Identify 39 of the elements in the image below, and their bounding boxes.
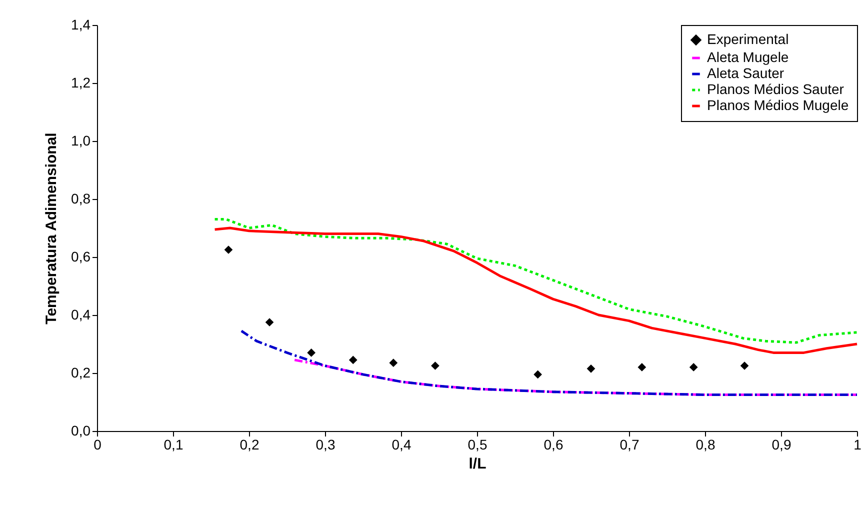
x-tick-label: 0: [94, 436, 102, 452]
point: [638, 363, 646, 372]
point: [224, 246, 233, 254]
y-axis-title: Temperatura Adimensional: [43, 132, 60, 324]
x-tick-label: 0,4: [392, 436, 412, 452]
point: [534, 370, 542, 379]
x-tick-label: 0,1: [164, 436, 184, 452]
x-tick-label: 0,3: [316, 436, 336, 452]
x-tick-label: 0,2: [240, 436, 260, 452]
point: [740, 362, 749, 370]
x-tick-label: 0,7: [620, 436, 640, 452]
x-tick-label: 1: [854, 436, 862, 452]
line-series: [293, 358, 858, 396]
legend-label: Aleta Sauter: [707, 65, 784, 81]
legend-label: Planos Médios Mugele: [707, 97, 849, 113]
x-tick-label: 0,9: [772, 436, 792, 452]
point: [389, 358, 398, 368]
y-tick-label: 0,2: [71, 364, 91, 380]
line-series: [240, 330, 858, 396]
x-tick-label: 0,5: [468, 436, 488, 452]
point: [586, 364, 596, 373]
point: [307, 348, 316, 357]
x-axis-title: l/L: [468, 456, 486, 472]
y-tick-label: 0,0: [71, 422, 91, 438]
y-tick-label: 0,4: [71, 306, 91, 322]
point: [431, 362, 440, 370]
y-tick-label: 0,6: [71, 248, 91, 264]
y-tick-label: 1,4: [71, 16, 91, 32]
y-tick-label: 0,8: [71, 190, 91, 206]
x-tick-label: 0,6: [544, 436, 564, 452]
x-tick-label: 0,8: [696, 436, 716, 452]
point: [348, 356, 358, 364]
y-tick-label: 1,2: [71, 74, 91, 90]
y-tick-label: 1,0: [71, 132, 91, 148]
legend-label: Aleta Mugele: [707, 49, 789, 65]
legend-label: Planos Médios Sauter: [707, 81, 844, 97]
point: [265, 318, 274, 326]
point: [689, 363, 698, 372]
legend-label: Experimental: [707, 31, 789, 47]
